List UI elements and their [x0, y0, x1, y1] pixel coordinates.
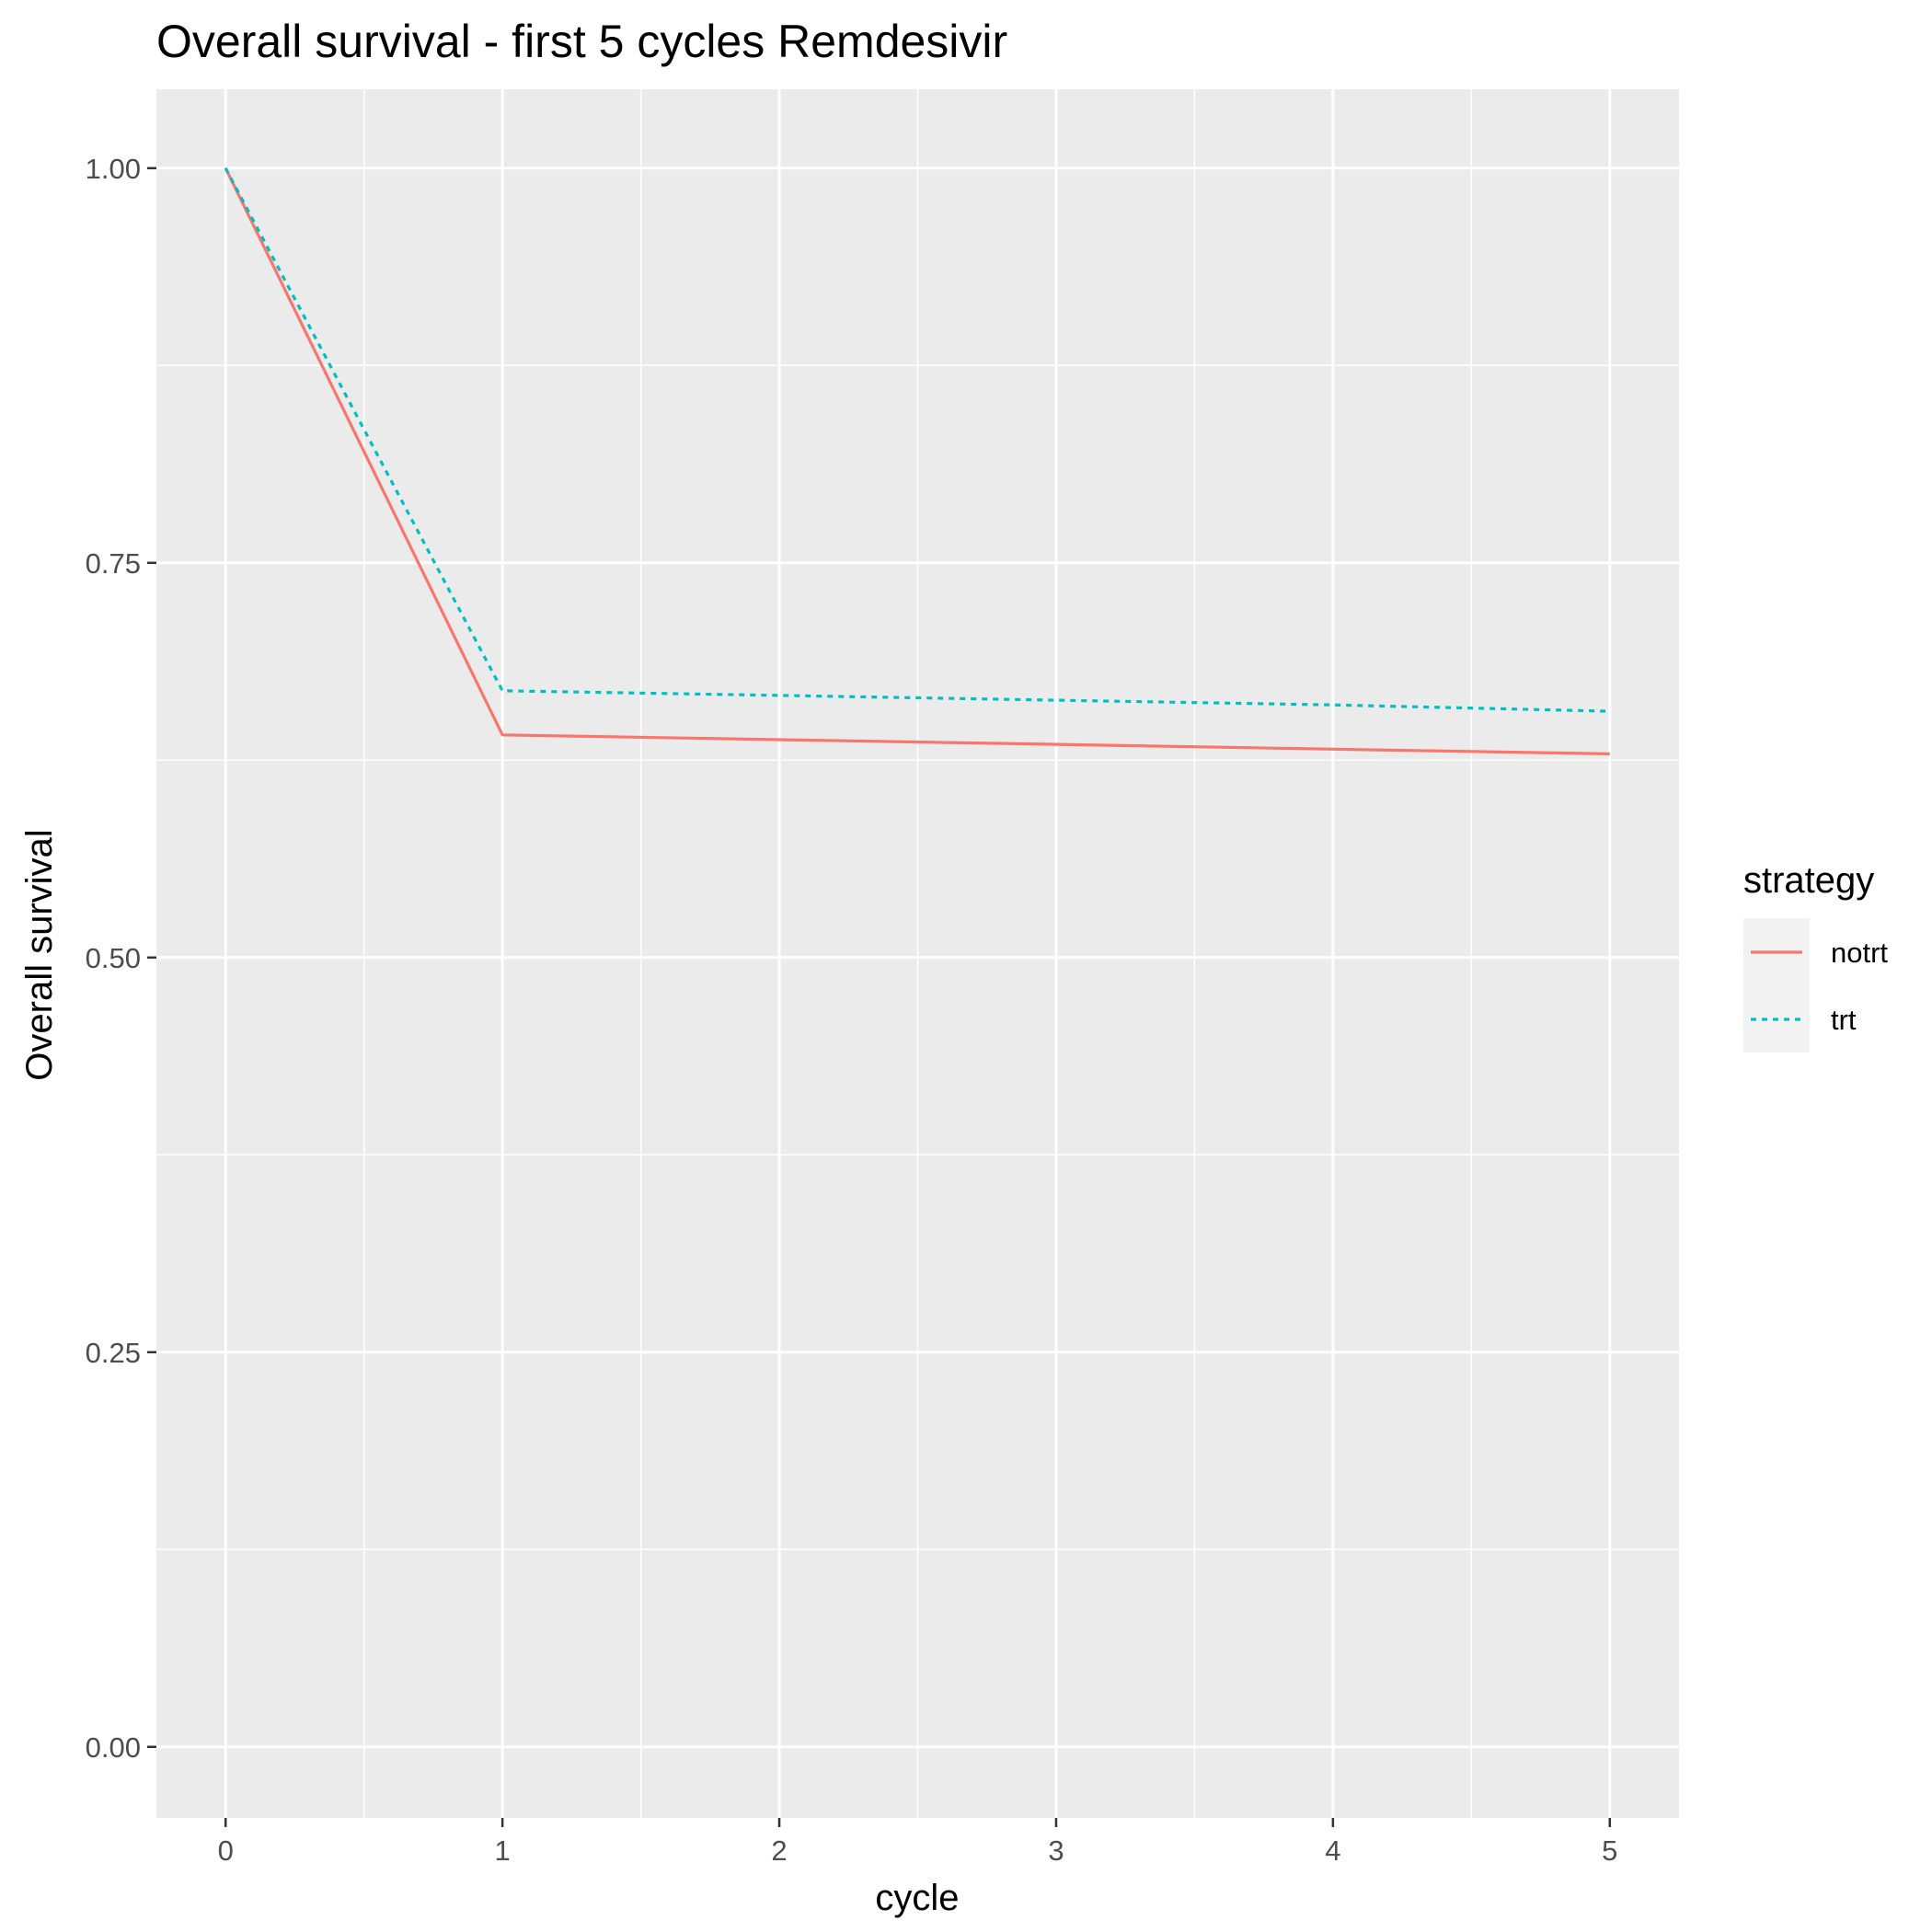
legend-title: strategy: [1743, 860, 1874, 901]
x-axis-title: cycle: [875, 1878, 959, 1918]
series-line-trt: [224, 167, 1610, 713]
legend-label-trt: trt: [1831, 1004, 1857, 1036]
y-tick-label: 0.50: [86, 942, 141, 974]
x-tick-label: 2: [771, 1834, 787, 1867]
y-axis: 0.00 0.25 0.50 0.75 1.00: [86, 153, 156, 1764]
y-axis-title: Overall survival: [19, 829, 60, 1080]
x-axis: 0 1 2 3 4 5: [218, 1818, 1617, 1867]
series-lines: [224, 167, 1610, 755]
y-tick-label: 1.00: [86, 153, 141, 185]
legend: strategy notrt trt: [1743, 860, 1888, 1052]
x-tick-label: 0: [218, 1834, 234, 1867]
chart-title: Overall survival - first 5 cycles Remdes…: [156, 16, 1007, 67]
minor-gridlines: [156, 89, 1679, 1818]
y-tick-label: 0.75: [86, 547, 141, 580]
legend-label-notrt: notrt: [1831, 937, 1888, 969]
legend-key-background: [1743, 918, 1810, 1052]
series-line-notrt: [224, 167, 1610, 755]
x-tick-label: 1: [495, 1834, 511, 1867]
y-tick-label: 0.00: [86, 1731, 141, 1764]
y-tick-label: 0.25: [86, 1337, 141, 1369]
major-gridlines: [156, 89, 1679, 1818]
x-tick-label: 3: [1048, 1834, 1064, 1867]
x-tick-label: 4: [1325, 1834, 1340, 1867]
x-tick-label: 5: [1602, 1834, 1617, 1867]
